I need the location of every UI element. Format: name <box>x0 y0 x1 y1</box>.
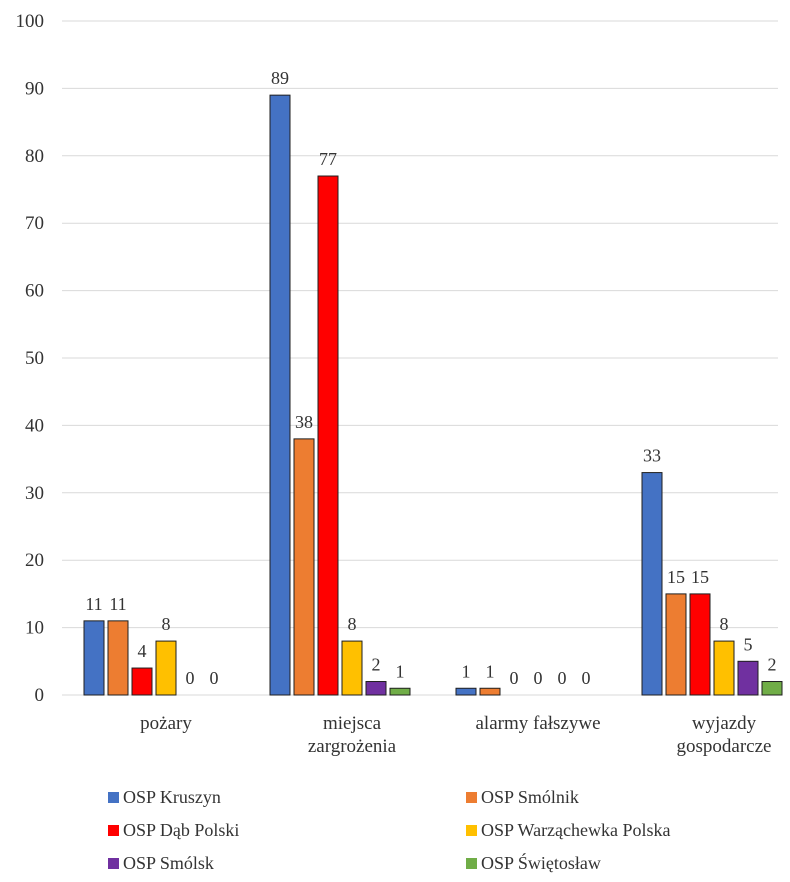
y-tick-label: 0 <box>35 685 45 706</box>
legend-label: OSP Smólnik <box>481 787 579 807</box>
data-label: 1 <box>486 661 495 681</box>
legend-swatch <box>108 792 119 803</box>
y-tick-label: 30 <box>25 483 44 504</box>
data-label: 1 <box>396 661 405 681</box>
bar <box>737 660 759 696</box>
bar <box>365 681 387 696</box>
bar <box>641 472 663 696</box>
y-tick-label: 70 <box>25 213 44 234</box>
bar <box>761 681 783 696</box>
bar <box>269 94 291 696</box>
data-label: 0 <box>510 668 519 688</box>
x-category-label-line: wyjazdy <box>692 713 757 734</box>
legend: OSP Kruszyn OSP Smólnik OSP Dąb Polski OSP … <box>108 787 671 873</box>
x-category-label: wyjazdy gospodarcze <box>677 713 772 757</box>
data-label: 0 <box>558 668 567 688</box>
data-label: 0 <box>534 668 543 688</box>
data-label: 15 <box>667 567 685 587</box>
legend-label: OSP Kruszyn <box>123 787 221 807</box>
bar <box>455 687 477 696</box>
bar <box>293 438 315 696</box>
x-axis-categories: pożary miejsca zargrożenia alarmy fałszywe w… <box>140 713 771 757</box>
data-label: 38 <box>295 412 313 432</box>
y-tick-label: 50 <box>25 348 44 369</box>
grid <box>62 20 778 696</box>
data-label: 77 <box>319 149 337 169</box>
bar <box>131 667 153 696</box>
x-category-label: pożary <box>140 713 192 734</box>
legend-label: OSP Świętosław <box>481 852 601 873</box>
y-tick-label: 90 <box>25 78 44 99</box>
data-label: 89 <box>271 68 289 88</box>
y-axis-ticks: 0 10 20 30 40 50 60 70 80 90 100 <box>16 11 45 706</box>
bar <box>317 175 339 696</box>
bar <box>341 640 363 696</box>
legend-swatch <box>466 858 477 869</box>
y-tick-label: 20 <box>25 550 44 571</box>
data-label: 33 <box>643 446 661 466</box>
data-label: 0 <box>582 668 591 688</box>
data-label: 15 <box>691 567 709 587</box>
bar <box>713 640 735 696</box>
legend-label: OSP Smólsk <box>123 853 214 873</box>
y-tick-label: 10 <box>25 618 44 639</box>
y-tick-label: 80 <box>25 146 44 167</box>
x-category-label-line: alarmy fałszywe <box>475 713 600 734</box>
x-category-label-line: gospodarcze <box>677 736 772 757</box>
y-tick-label: 40 <box>25 415 44 436</box>
data-label: 1 <box>462 661 471 681</box>
data-label: 11 <box>109 594 126 614</box>
legend-label: OSP Warząchewka Polska <box>481 820 671 840</box>
y-tick-label: 100 <box>16 11 45 32</box>
bar <box>479 687 501 696</box>
data-label: 0 <box>186 668 195 688</box>
bar <box>107 620 129 696</box>
data-label: 4 <box>138 641 147 661</box>
legend-swatch <box>466 792 477 803</box>
data-label: 5 <box>744 634 753 654</box>
legend-swatch <box>108 858 119 869</box>
data-label: 2 <box>372 655 381 675</box>
legend-label: OSP Dąb Polski <box>123 820 239 840</box>
data-label: 8 <box>162 614 171 634</box>
x-category-label: miejsca zargrożenia <box>308 713 397 757</box>
bar <box>83 620 105 696</box>
bar <box>155 640 177 696</box>
bars <box>83 94 783 696</box>
x-category-label: alarmy fałszywe <box>475 713 600 734</box>
data-label: 8 <box>720 614 729 634</box>
data-label: 2 <box>768 655 777 675</box>
data-label: 8 <box>348 614 357 634</box>
data-label: 11 <box>85 594 102 614</box>
x-category-label-line: pożary <box>140 713 192 734</box>
data-label: 0 <box>210 668 219 688</box>
legend-swatch <box>108 825 119 836</box>
y-tick-label: 60 <box>25 281 44 302</box>
legend-swatch <box>466 825 477 836</box>
x-category-label-line: miejsca <box>323 713 382 734</box>
bar <box>689 593 711 696</box>
x-category-label-line: zargrożenia <box>308 736 397 757</box>
bar <box>665 593 687 696</box>
bar <box>389 687 411 696</box>
